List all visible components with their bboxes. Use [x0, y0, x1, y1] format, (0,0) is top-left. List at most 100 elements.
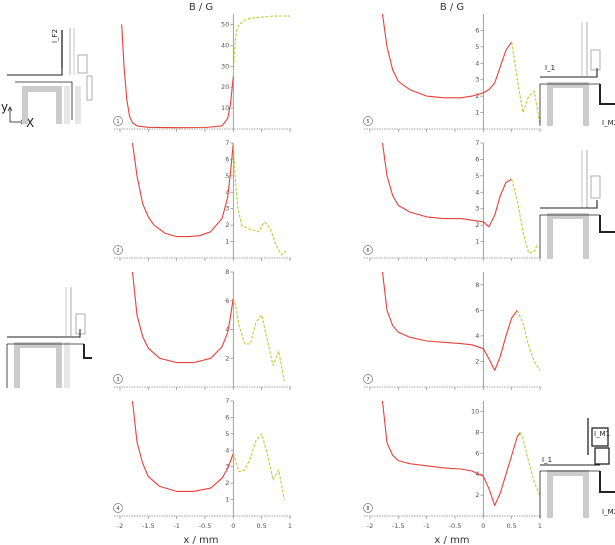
- chart-panel-8: 2 4 6 8 10 8 -2 -1.5 -1 -0.5 0 0.5 1: [363, 400, 542, 530]
- y-tick-label: 2: [475, 357, 479, 365]
- x-tick-label: -2: [367, 522, 373, 530]
- y-tick-label: 3: [475, 205, 479, 213]
- coord-x-label: X: [26, 116, 34, 130]
- y-tick-label: 1: [225, 496, 229, 504]
- x-tick-label: -1.5: [142, 522, 155, 530]
- x-axis-title-right: x / mm: [434, 535, 469, 545]
- panel-badge-label: 8: [366, 506, 369, 512]
- y-tick-label: 3: [225, 205, 229, 213]
- panel-badge-label: 6: [366, 248, 369, 254]
- y-tick-label: 10: [471, 407, 479, 415]
- panel-badge-label: 5: [366, 119, 369, 125]
- series-red: [131, 271, 234, 364]
- series-red: [381, 400, 521, 507]
- y-tick-label: 8: [225, 268, 229, 276]
- inset-label-i1-r4: I_1: [542, 456, 552, 464]
- y-tick-label: 4: [225, 188, 229, 196]
- series-green: [232, 142, 288, 256]
- chart-panel-7: 2 4 6 8 7: [363, 271, 542, 390]
- y-tick-label: 2: [225, 354, 229, 362]
- series-red: [121, 24, 234, 129]
- x-tick-label: -0.5: [199, 522, 212, 530]
- y-axis-title-right: B / G: [440, 2, 464, 13]
- series-red: [131, 142, 234, 238]
- y-tick-label: 4: [475, 188, 479, 196]
- panel-badge: [113, 503, 123, 513]
- y-tick-label: 2: [475, 221, 479, 229]
- x-tick-label: 1: [288, 522, 292, 530]
- x-tick-label: -1: [423, 522, 429, 530]
- x-tick-label: -0.5: [449, 522, 462, 530]
- y-tick-label: 5: [475, 43, 479, 51]
- y-axis-title-left: B / G: [189, 2, 213, 13]
- y-tick-label: 6: [225, 155, 229, 163]
- x-axis-title-left: x / mm: [183, 535, 218, 545]
- y-tick-label: 20: [221, 83, 229, 91]
- y-tick-label: 7: [225, 139, 229, 147]
- series-green: [232, 15, 290, 77]
- inset-geometry-top-left: [7, 28, 93, 124]
- y-tick-label: 6: [225, 297, 229, 305]
- panel-badge-label: 4: [116, 506, 119, 512]
- y-tick-label: 4: [475, 470, 479, 478]
- panel-badge: [363, 245, 373, 255]
- panel-badge: [363, 374, 373, 384]
- series-red: [381, 142, 512, 228]
- y-tick-label: 1: [225, 238, 229, 246]
- y-tick-label: 10: [221, 104, 229, 112]
- x-tick-label: -1.5: [392, 522, 405, 530]
- y-tick-label: 7: [475, 139, 479, 147]
- y-tick-label: 6: [475, 449, 479, 457]
- x-tick-label: 0: [481, 522, 485, 530]
- series-green: [511, 178, 538, 254]
- y-tick-label: 5: [225, 430, 229, 438]
- panel-badge-label: 3: [116, 377, 119, 383]
- y-tick-label: 50: [221, 20, 229, 28]
- y-tick-label: 6: [475, 26, 479, 34]
- inset-geometry-right-1: [539, 22, 615, 126]
- chart-panel-4: 1 2 3 4 5 6 7 4 -2 -1.5 -1 -0.5 0 0.5 1: [113, 397, 292, 530]
- x-tick-label: 0: [231, 522, 235, 530]
- x-tick-label: 0.5: [256, 522, 266, 530]
- x-tick-label: 1: [538, 522, 542, 530]
- inset-label-i1-r1: I_1: [545, 64, 555, 72]
- y-tick-label: 8: [475, 428, 479, 436]
- panel-badge: [113, 116, 123, 126]
- series-red: [131, 400, 234, 492]
- y-tick-label: 5: [475, 172, 479, 180]
- panel-badge-label: 1: [116, 119, 119, 125]
- series-green: [516, 310, 541, 371]
- panel-badge-label: 7: [366, 377, 369, 383]
- y-tick-label: 30: [221, 62, 229, 70]
- inset-geometry-right-4: [539, 418, 615, 518]
- panel-badge: [363, 503, 373, 513]
- inset-label-im1-r4: I_M1: [594, 430, 610, 438]
- y-tick-label: 2: [475, 491, 479, 499]
- chart-panel-6: 1 2 3 4 5 6 7 6: [363, 139, 542, 261]
- y-tick-label: 6: [475, 155, 479, 163]
- panel-badge: [113, 374, 123, 384]
- y-tick-label: 4: [225, 326, 229, 334]
- series-green: [519, 432, 541, 496]
- x-tick-label: -1: [173, 522, 179, 530]
- inset-geometry-right-2: [539, 150, 615, 259]
- x-tick-label: -2: [117, 522, 123, 530]
- chart-panel-3: 2 4 6 8 3: [113, 268, 292, 390]
- chart-panel-2: 1 2 3 4 5 6 7 2: [113, 139, 292, 261]
- y-tick-label: 7: [225, 397, 229, 405]
- y-tick-label: 4: [475, 59, 479, 67]
- series-green: [511, 41, 541, 125]
- y-tick-label: 4: [475, 332, 479, 340]
- y-tick-label: 1: [475, 238, 479, 246]
- y-tick-label: 4: [225, 446, 229, 454]
- series-green: [232, 433, 285, 500]
- y-tick-label: 6: [475, 306, 479, 314]
- y-tick-label: 2: [225, 479, 229, 487]
- series-red: [381, 271, 518, 371]
- y-tick-label: 40: [221, 41, 229, 49]
- chart-panel-5: 1 2 3 4 5 6 5: [363, 13, 542, 132]
- y-tick-label: 2: [475, 92, 479, 100]
- panel-badge: [113, 245, 123, 255]
